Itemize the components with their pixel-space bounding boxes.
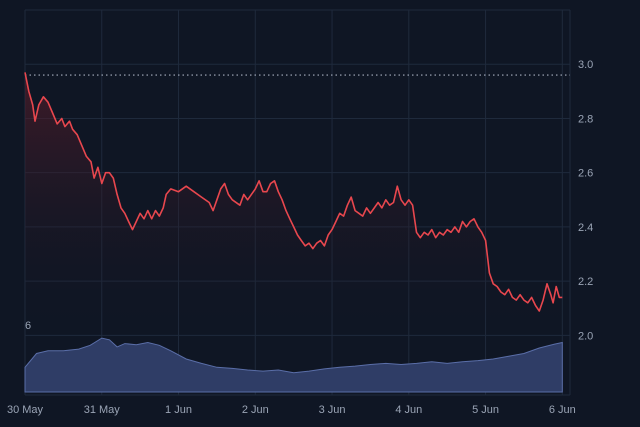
x-tick-label: 5 Jun [472, 404, 499, 416]
x-tick-label: 3 Jun [319, 404, 346, 416]
price-line [24, 72, 563, 312]
y-axis: 2.0 2.2 2.4 2.6 2.8 3.0 [578, 59, 593, 342]
y-tick-label: 3.0 [578, 59, 593, 71]
x-tick-label: 6 Jun [549, 404, 576, 416]
x-tick-label: 30 May [7, 404, 44, 416]
price-series-line [24, 72, 563, 312]
y-tick-label: 2.8 [578, 113, 593, 125]
x-tick-label: 4 Jun [395, 404, 422, 416]
y-tick-label: 2.2 [578, 276, 593, 288]
y-tick-label: 2.0 [578, 330, 593, 342]
y-tick-label: 2.6 [578, 168, 593, 180]
volume-area [24, 337, 563, 393]
y-tick-label: 2.4 [578, 222, 593, 234]
price-area [25, 72, 563, 338]
x-tick-label: 1 Jun [165, 404, 192, 416]
x-tick-label: 31 May [84, 404, 121, 416]
x-axis: 30 May 31 May 1 Jun 2 Jun 3 Jun 4 Jun 5 Jun 6 J… [7, 404, 576, 416]
price-area-fill [25, 72, 563, 338]
x-tick-label: 2 Jun [242, 404, 269, 416]
volume-marker-label: 6 [25, 320, 31, 332]
volume-series [24, 337, 563, 393]
